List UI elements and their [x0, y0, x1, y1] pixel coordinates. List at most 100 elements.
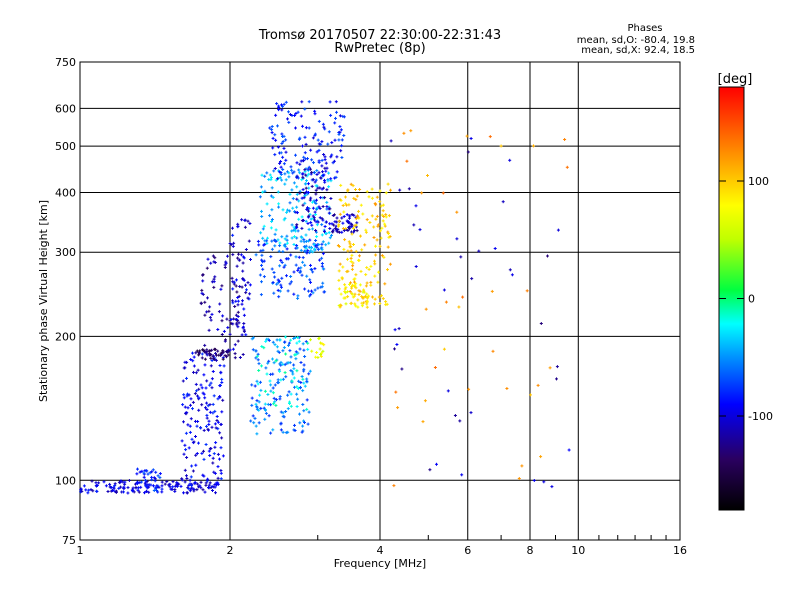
data-point: [321, 264, 323, 268]
data-point: [177, 482, 179, 486]
data-point: [274, 239, 276, 243]
data-point: [362, 296, 364, 299]
data-point: [282, 140, 284, 143]
data-point: [208, 309, 210, 313]
data-point: [341, 216, 343, 220]
data-point: [201, 356, 203, 360]
data-point: [166, 480, 168, 483]
y-tick-label: 75: [62, 534, 76, 547]
data-point: [301, 178, 303, 182]
data-point: [285, 158, 287, 162]
data-point: [184, 366, 186, 370]
data-point: [315, 188, 317, 192]
data-point: [279, 170, 280, 174]
data-point: [195, 419, 196, 423]
data-point: [349, 216, 350, 220]
data-point: [209, 383, 211, 387]
data-point: [345, 227, 347, 231]
data-point: [158, 485, 160, 489]
data-point: [288, 110, 289, 114]
data-point: [195, 463, 197, 467]
data-point: [146, 486, 148, 490]
data-point: [324, 290, 326, 294]
data-point: [347, 229, 349, 232]
data-point: [351, 232, 353, 236]
data-point: [184, 480, 186, 484]
data-point: [192, 407, 193, 411]
data-point: [297, 176, 299, 180]
data-point: [341, 156, 343, 159]
data-point: [256, 407, 258, 411]
data-point: [302, 256, 304, 260]
data-point: [213, 452, 215, 456]
data-point: [456, 237, 458, 241]
data-point: [300, 381, 302, 384]
data-point: [205, 483, 207, 487]
data-point: [304, 157, 306, 161]
data-point: [285, 150, 287, 154]
data-point: [150, 483, 152, 487]
data-point: [304, 355, 306, 358]
data-point: [325, 231, 327, 235]
data-point: [309, 198, 311, 202]
data-point: [281, 261, 283, 264]
data-point: [360, 234, 361, 238]
data-point: [151, 478, 153, 482]
data-point: [296, 226, 298, 230]
data-point: [155, 470, 157, 474]
data-point: [206, 379, 208, 383]
data-point: [281, 276, 283, 280]
data-point: [241, 302, 243, 306]
data-point: [257, 382, 259, 386]
data-point: [429, 468, 431, 472]
data-point: [301, 196, 303, 200]
x-axis-label: Frequency [MHz]: [334, 557, 426, 570]
data-point: [204, 357, 206, 361]
data-point: [321, 342, 323, 346]
data-point: [113, 487, 115, 491]
data-point: [224, 354, 226, 358]
data-point: [201, 352, 203, 356]
data-point: [221, 284, 223, 288]
data-point: [315, 202, 317, 205]
data-point: [302, 377, 304, 381]
data-point: [290, 338, 292, 342]
data-point: [211, 312, 213, 316]
data-point: [282, 135, 283, 138]
data-point: [184, 405, 186, 409]
data-point: [356, 194, 358, 198]
data-point: [543, 480, 545, 484]
data-point: [195, 435, 196, 438]
data-point: [390, 188, 391, 192]
data-point: [294, 429, 296, 432]
data-point: [299, 189, 301, 193]
data-point: [190, 417, 192, 421]
data-point: [354, 229, 355, 233]
data-point: [282, 377, 284, 381]
data-point: [148, 490, 150, 494]
data-point: [204, 490, 206, 494]
data-point: [220, 353, 221, 357]
data-point: [120, 485, 122, 489]
data-point: [340, 304, 342, 308]
data-point: [300, 248, 302, 252]
data-point: [284, 182, 286, 186]
data-point: [205, 406, 206, 410]
data-point: [154, 477, 156, 481]
data-point: [232, 287, 234, 291]
data-point: [314, 210, 316, 214]
y-tick-label: 750: [55, 56, 76, 69]
data-point: [243, 330, 245, 334]
data-point: [235, 313, 237, 317]
data-point: [247, 281, 249, 285]
data-point: [132, 488, 134, 492]
data-point: [208, 423, 210, 426]
data-point: [204, 350, 206, 354]
data-point: [286, 234, 288, 238]
data-point: [212, 254, 214, 258]
data-point: [282, 430, 284, 434]
data-point: [467, 150, 469, 154]
data-point: [244, 225, 246, 229]
data-point: [556, 365, 558, 369]
data-point: [243, 325, 244, 329]
